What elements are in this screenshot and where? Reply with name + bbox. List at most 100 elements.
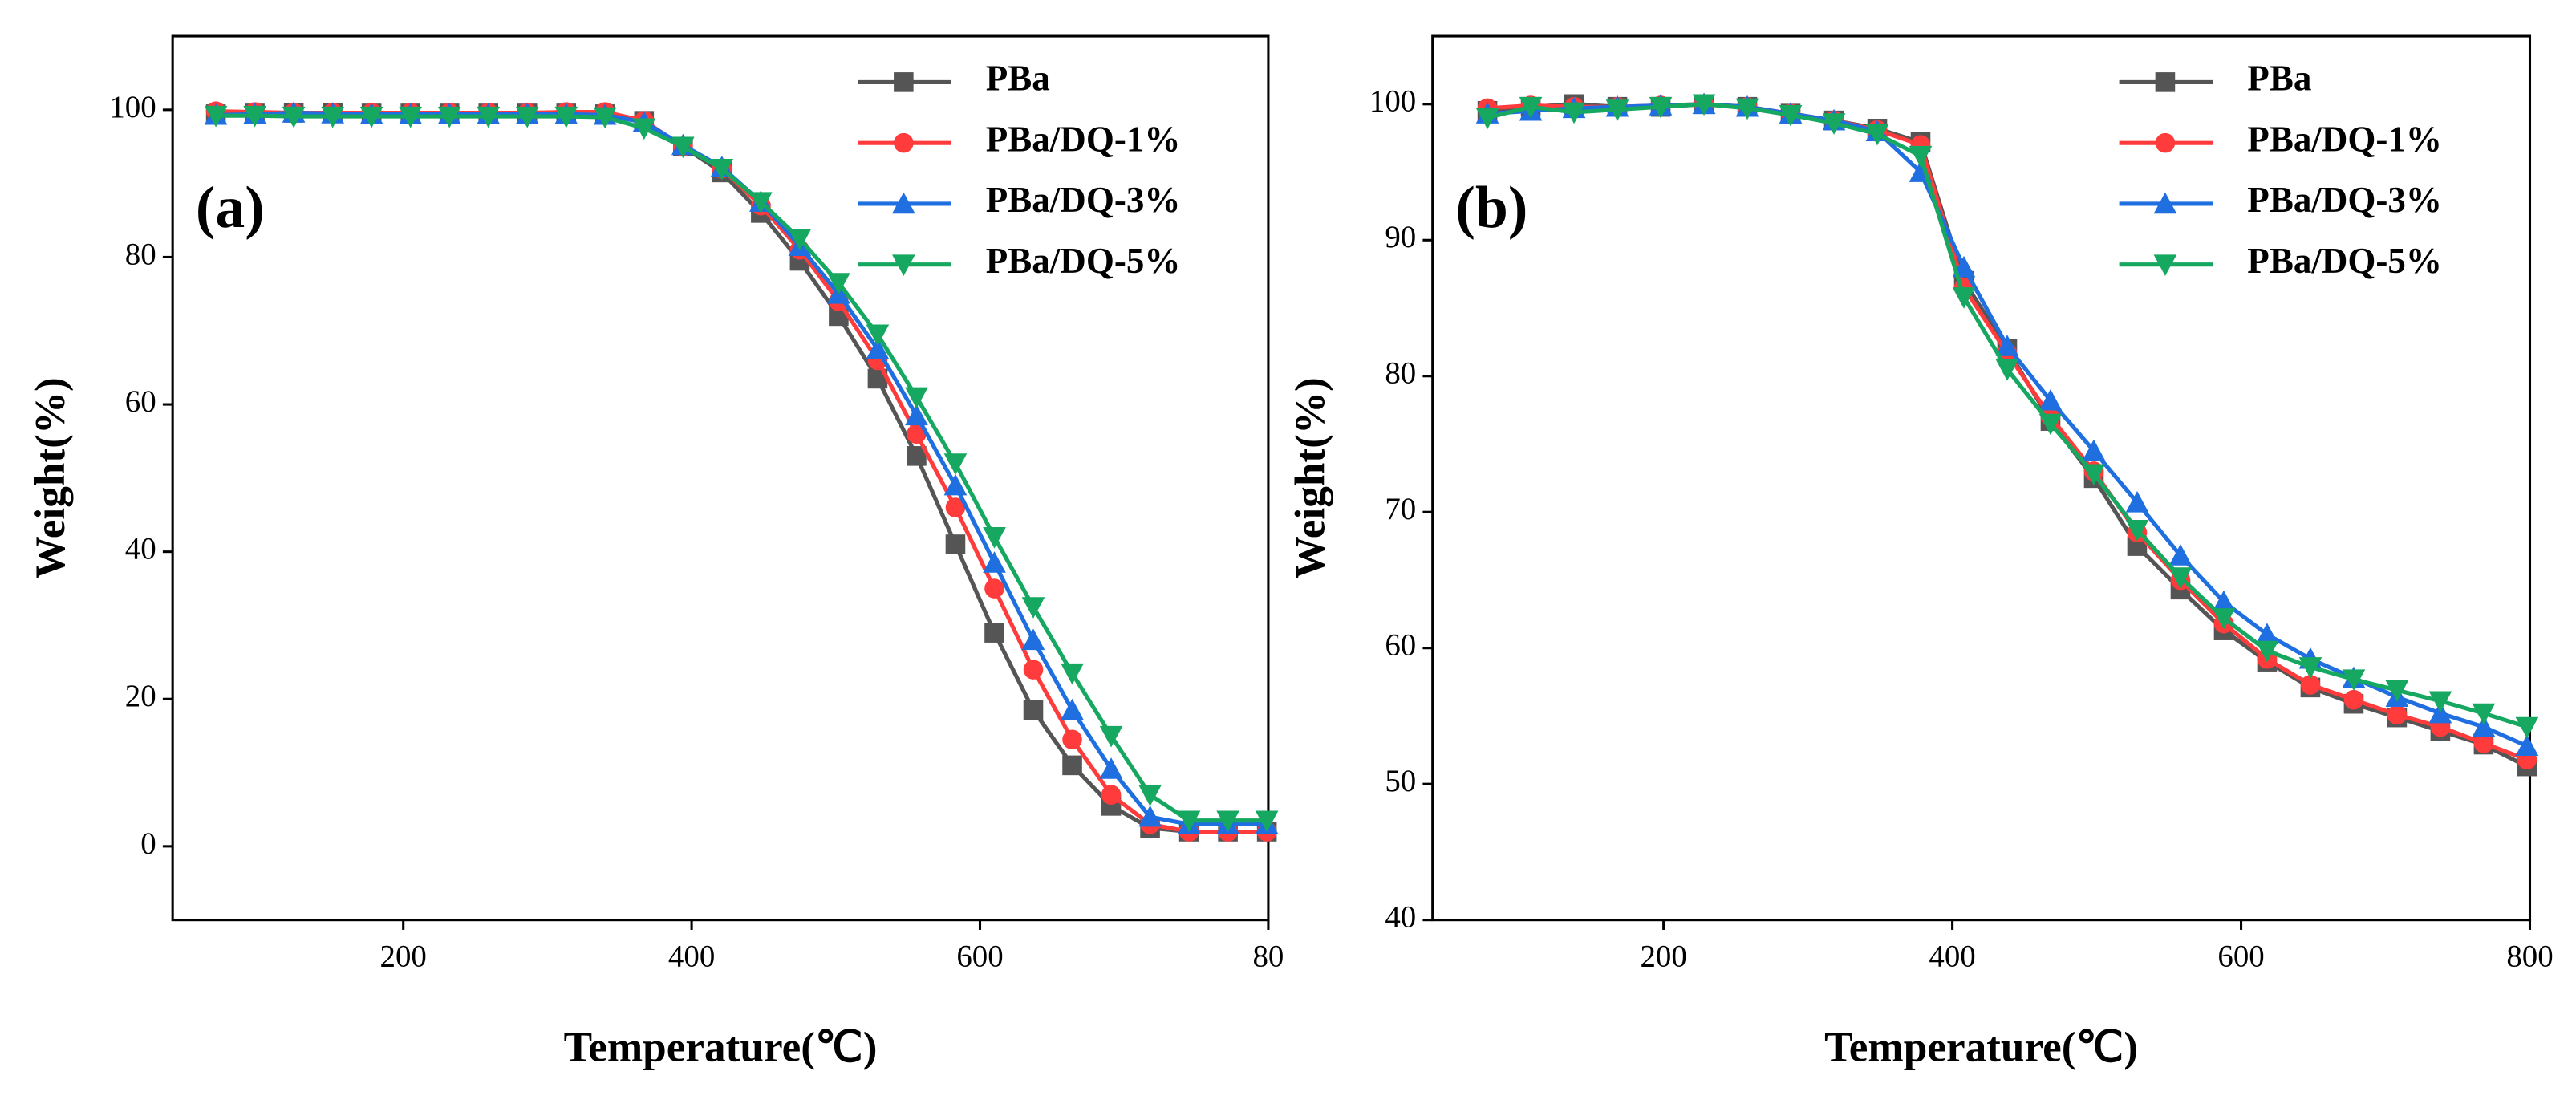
data-point bbox=[2515, 716, 2539, 739]
legend-label: PBa/DQ-5% bbox=[986, 241, 1181, 281]
y-tick-label: 50 bbox=[1385, 764, 1416, 798]
x-tick-label: 800 bbox=[2506, 940, 2553, 974]
data-point bbox=[1779, 105, 1803, 127]
data-point bbox=[905, 387, 928, 409]
data-point bbox=[593, 107, 617, 129]
data-point bbox=[2038, 388, 2063, 411]
data-point bbox=[2168, 567, 2193, 589]
x-tick-label: 80 bbox=[1252, 940, 1284, 974]
y-tick-label: 60 bbox=[1385, 628, 1416, 663]
data-point bbox=[1023, 660, 1044, 680]
data-point bbox=[2342, 669, 2366, 692]
data-point bbox=[1475, 108, 1499, 130]
y-axis-label: Weight(%) bbox=[26, 377, 74, 578]
y-tick-label: 100 bbox=[109, 90, 156, 124]
data-point bbox=[2428, 691, 2452, 713]
data-point bbox=[1061, 698, 1084, 720]
data-point bbox=[984, 623, 1004, 643]
y-tick-label: 70 bbox=[1385, 492, 1416, 526]
data-point bbox=[2212, 608, 2236, 630]
series-line bbox=[216, 113, 1268, 823]
data-point bbox=[1519, 96, 1543, 119]
data-point bbox=[2298, 657, 2322, 679]
panel-label: (b) bbox=[1455, 174, 1527, 240]
data-point bbox=[1177, 810, 1201, 833]
data-point bbox=[1952, 287, 1976, 309]
data-point bbox=[827, 273, 850, 294]
data-point bbox=[1021, 597, 1045, 619]
data-point bbox=[1909, 145, 1933, 168]
data-point bbox=[983, 527, 1006, 549]
x-tick-label: 600 bbox=[956, 940, 1003, 974]
legend-label: PBa/DQ-1% bbox=[986, 119, 1181, 159]
y-tick-label: 40 bbox=[125, 532, 156, 566]
data-point bbox=[282, 106, 306, 128]
data-point bbox=[632, 118, 656, 140]
series-line bbox=[216, 110, 1268, 834]
data-point bbox=[2038, 413, 2063, 436]
y-tick-label: 40 bbox=[1385, 900, 1416, 935]
data-point bbox=[1735, 98, 1759, 120]
legend-label: PBa/DQ-3% bbox=[986, 180, 1181, 220]
data-point bbox=[1023, 700, 1044, 720]
data-point bbox=[1562, 102, 1586, 124]
data-point bbox=[243, 105, 266, 128]
data-point bbox=[905, 404, 928, 426]
data-point bbox=[1062, 729, 1082, 750]
data-point bbox=[321, 106, 344, 128]
data-point bbox=[2125, 491, 2149, 513]
data-point bbox=[477, 106, 501, 128]
data-point bbox=[1995, 359, 2019, 381]
x-axis-label: Temperature(℃) bbox=[1824, 1024, 2138, 1071]
data-point bbox=[1099, 725, 1123, 748]
legend-marker bbox=[2155, 72, 2176, 92]
data-point bbox=[399, 106, 423, 128]
data-point bbox=[2082, 464, 2106, 486]
data-point bbox=[671, 136, 695, 159]
y-tick-label: 60 bbox=[125, 384, 156, 419]
data-point bbox=[945, 497, 966, 518]
legend-marker bbox=[894, 132, 914, 153]
x-tick-label: 200 bbox=[380, 940, 427, 974]
x-tick-label: 400 bbox=[1929, 940, 1975, 974]
data-point bbox=[1865, 124, 1889, 146]
plot-frame bbox=[1431, 34, 2532, 922]
y-tick-label: 20 bbox=[125, 679, 156, 713]
data-point bbox=[515, 106, 539, 128]
x-axis-label: Temperature(℃) bbox=[564, 1024, 878, 1071]
data-point bbox=[2255, 623, 2279, 645]
data-point bbox=[1822, 113, 1846, 135]
data-point bbox=[1216, 810, 1239, 833]
legend-marker bbox=[2153, 192, 2177, 214]
plot-frame bbox=[171, 34, 1270, 922]
data-point bbox=[1099, 757, 1123, 779]
data-point bbox=[866, 324, 890, 347]
data-point bbox=[1995, 335, 2019, 356]
data-point bbox=[359, 106, 383, 128]
data-point bbox=[2472, 703, 2496, 725]
data-point bbox=[2343, 689, 2364, 710]
data-point bbox=[2125, 519, 2149, 542]
data-point bbox=[204, 105, 228, 128]
data-point bbox=[2168, 544, 2193, 566]
legend-marker bbox=[2153, 254, 2177, 276]
data-point bbox=[1649, 96, 1673, 119]
legend-marker bbox=[2155, 132, 2176, 153]
y-axis-label: Weight(%) bbox=[1286, 377, 1333, 578]
data-point bbox=[907, 424, 927, 444]
x-tick-label: 200 bbox=[1640, 940, 1686, 974]
data-point bbox=[1101, 785, 1122, 805]
data-point bbox=[788, 229, 812, 250]
data-point bbox=[2300, 675, 2321, 695]
y-tick-label: 0 bbox=[140, 826, 156, 861]
legend-label: PBa bbox=[986, 59, 1050, 99]
panel-label: (a) bbox=[196, 174, 265, 240]
data-point bbox=[1138, 805, 1162, 827]
data-point bbox=[1021, 628, 1045, 651]
data-point bbox=[2387, 704, 2408, 725]
y-tick-label: 80 bbox=[1385, 356, 1416, 391]
data-point bbox=[1605, 99, 1629, 121]
data-point bbox=[437, 106, 461, 128]
